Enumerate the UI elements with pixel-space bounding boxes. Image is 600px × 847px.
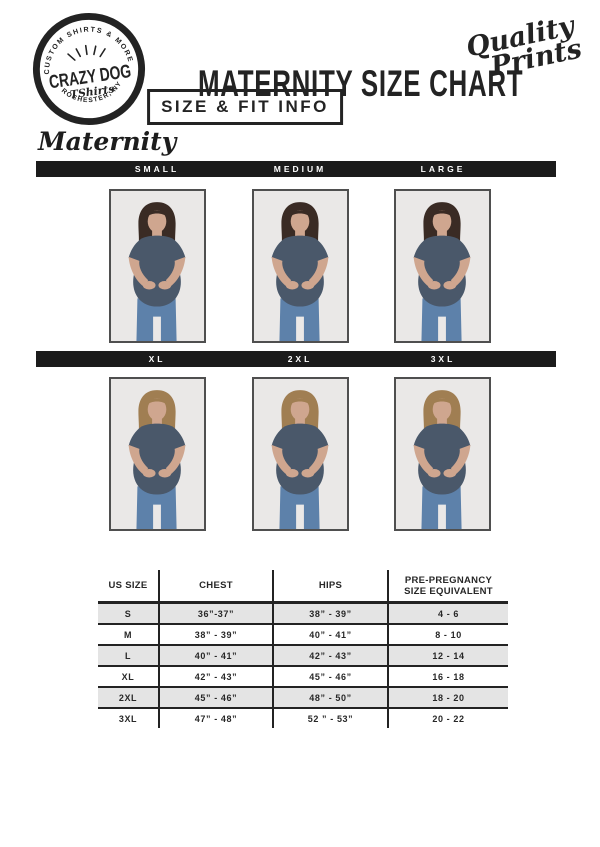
crazy-dog-badge-icon: CUSTOM SHIRTS & MORE CRAZY DOG TShirts R… xyxy=(32,12,146,126)
cell-pre: 16 - 18 xyxy=(387,666,508,688)
section-label-maternity: Maternity xyxy=(38,127,177,156)
cell-size: XL xyxy=(98,666,159,688)
cell-size: L xyxy=(98,645,159,667)
size-label-medium: MEDIUM xyxy=(273,164,327,174)
cell-chest: 36”-37” xyxy=(158,602,273,625)
cell-chest: 45” - 46” xyxy=(158,687,273,709)
table-row-2xl: 2XL 45” - 46” 48” - 50” 18 - 20 xyxy=(98,687,508,709)
crazy-dog-logo: CUSTOM SHIRTS & MORE CRAZY DOG TShirts R… xyxy=(22,2,155,135)
cell-pre: 20 - 22 xyxy=(387,708,508,728)
model-photo-xl xyxy=(109,377,206,531)
model-photo-large xyxy=(394,189,491,343)
size-label-3xl: 3XL xyxy=(430,354,456,364)
cell-hips: 52 ” - 53” xyxy=(272,708,388,728)
quality-prints-stamp: Quality Prints xyxy=(463,11,584,84)
model-photo-3xl xyxy=(394,377,491,531)
col-header-chest: CHEST xyxy=(158,570,273,604)
cell-chest: 47” - 48” xyxy=(158,708,273,728)
table-header-row: US SIZE CHEST HIPS PRE-PREGNANCY SIZE EQ… xyxy=(98,570,508,604)
table-row-m: M 38” - 39” 40” - 41” 8 - 10 xyxy=(98,624,508,646)
cell-hips: 38” - 39” xyxy=(272,602,388,625)
col-header-pre-pregnancy: PRE-PREGNANCY SIZE EQUIVALENT xyxy=(387,570,508,604)
logo-ring xyxy=(32,12,146,126)
cell-pre: 12 - 14 xyxy=(387,645,508,667)
logo-rays-icon xyxy=(67,44,106,61)
pregnant-model-silhouette xyxy=(254,379,347,529)
model-photo-2xl xyxy=(252,377,349,531)
logo-tshirts-script: TShirts xyxy=(69,82,115,101)
cell-hips: 45” - 46” xyxy=(272,666,388,688)
model-photo-medium xyxy=(252,189,349,343)
size-table: US SIZE CHEST HIPS PRE-PREGNANCY SIZE EQ… xyxy=(98,570,508,728)
pregnant-model-silhouette xyxy=(111,191,204,341)
pregnant-model-silhouette xyxy=(396,379,489,529)
cell-pre: 4 - 6 xyxy=(387,602,508,625)
cell-pre: 8 - 10 xyxy=(387,624,508,646)
cell-pre: 18 - 20 xyxy=(387,687,508,709)
cell-hips: 48” - 50” xyxy=(272,687,388,709)
cell-chest: 40” - 41” xyxy=(158,645,273,667)
size-label-large: LARGE xyxy=(420,164,466,174)
pregnant-model-silhouette xyxy=(111,379,204,529)
cell-hips: 42” - 43” xyxy=(272,645,388,667)
page-title: MATERNITY SIZE CHART xyxy=(198,62,524,104)
cell-size: 2XL xyxy=(98,687,159,709)
cell-size: 3XL xyxy=(118,713,138,724)
size-fit-info-badge: SIZE & FIT INFO xyxy=(147,89,343,125)
col-header-us-size: US SIZE xyxy=(98,570,159,604)
table-row-3xl: 3XL 47” - 48” 52 ” - 53” 20 - 22 xyxy=(98,708,508,728)
size-bar-top: SMALL MEDIUM LARGE xyxy=(36,161,556,177)
size-bar-bottom: XL 2XL 3XL xyxy=(36,351,556,367)
size-label-xl: XL xyxy=(148,354,166,364)
size-label-small: SMALL xyxy=(134,164,180,174)
cell-chest: 38” - 39” xyxy=(158,624,273,646)
cell-size: M xyxy=(98,624,159,646)
table-row-l: L 40” - 41” 42” - 43” 12 - 14 xyxy=(98,645,508,667)
cell-size: S xyxy=(98,602,159,625)
pregnant-model-silhouette xyxy=(396,191,489,341)
col-header-hips: HIPS xyxy=(272,570,388,604)
size-label-2xl: 2XL xyxy=(287,354,313,364)
table-row-s: S 36”-37” 38” - 39” 4 - 6 xyxy=(98,602,508,625)
pregnant-model-silhouette xyxy=(254,191,347,341)
model-photo-small xyxy=(109,189,206,343)
cell-hips: 40” - 41” xyxy=(272,624,388,646)
cell-chest: 42” - 43” xyxy=(158,666,273,688)
table-row-xl: XL 42” - 43” 45” - 46” 16 - 18 xyxy=(98,666,508,688)
